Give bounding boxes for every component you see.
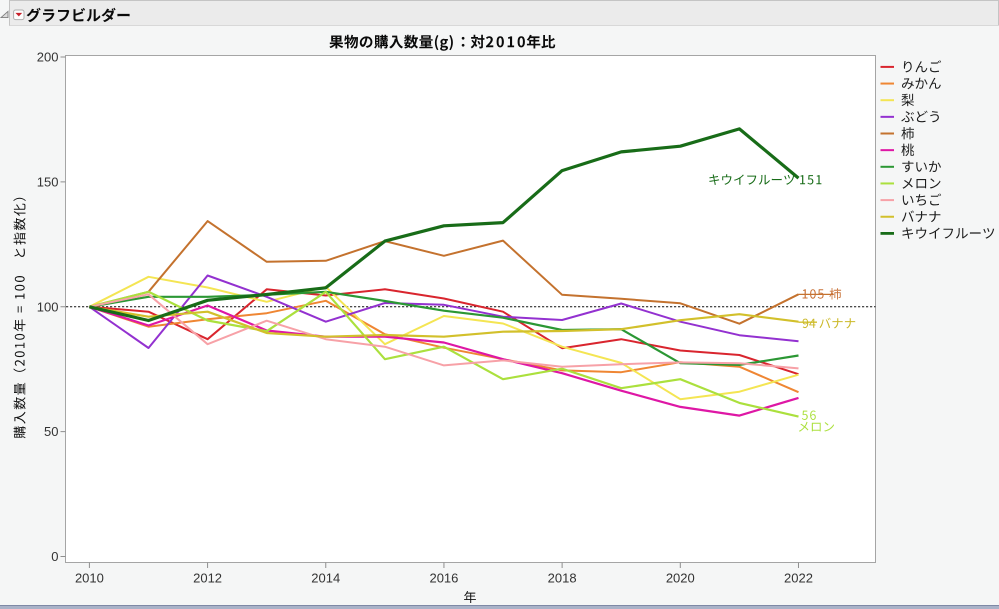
- svg-text:200: 200: [37, 50, 59, 65]
- svg-text:150: 150: [37, 174, 59, 189]
- svg-text:2014: 2014: [311, 571, 340, 586]
- svg-text:2016: 2016: [429, 571, 458, 586]
- svg-text:0: 0: [51, 549, 58, 564]
- svg-text:2022: 2022: [784, 571, 813, 586]
- svg-text:100: 100: [37, 299, 59, 314]
- svg-text:2020: 2020: [666, 571, 695, 586]
- svg-text:2018: 2018: [548, 571, 577, 586]
- svg-text:2010: 2010: [75, 571, 104, 586]
- svg-text:2012: 2012: [193, 571, 222, 586]
- svg-text:50: 50: [44, 424, 58, 439]
